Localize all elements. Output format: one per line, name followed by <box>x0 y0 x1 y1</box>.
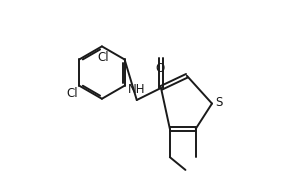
Text: O: O <box>156 62 165 75</box>
Text: Cl: Cl <box>98 51 110 64</box>
Text: S: S <box>215 96 222 109</box>
Text: Cl: Cl <box>66 87 78 100</box>
Text: NH: NH <box>128 83 145 96</box>
